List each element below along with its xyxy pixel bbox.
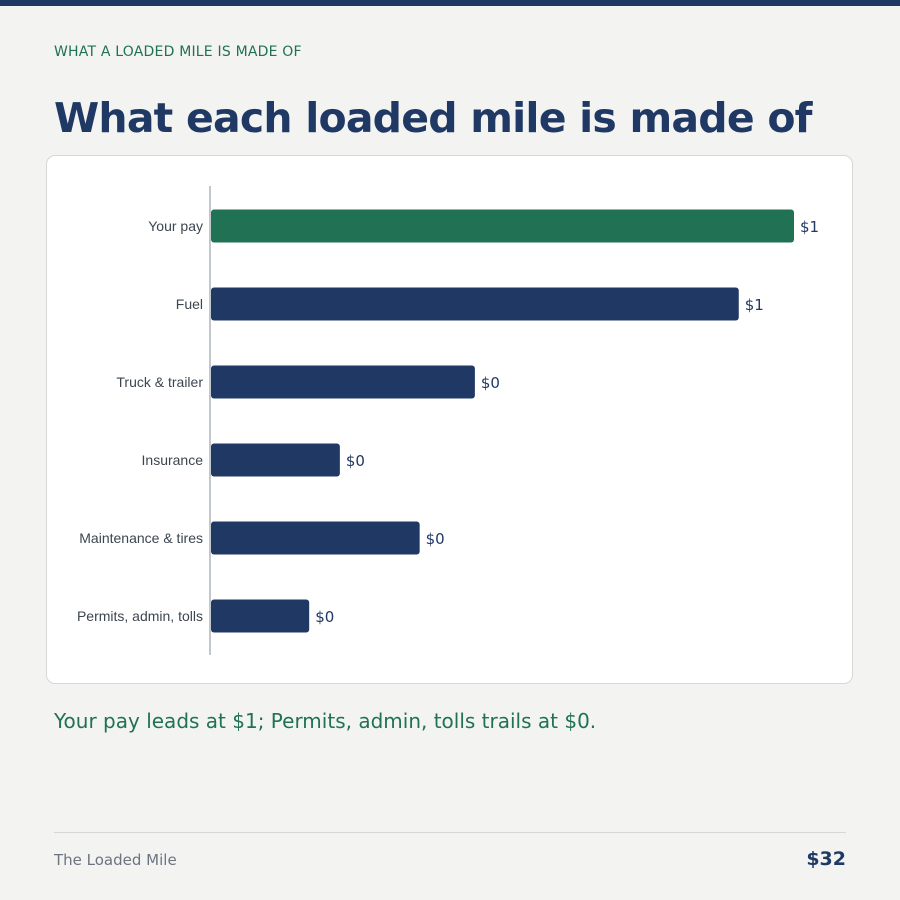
footer-brand: The Loaded Mile bbox=[54, 851, 177, 869]
bar-chart: Your pay $1 Fuel $1 Truck & trailer $0 Insuran… bbox=[77, 186, 819, 655]
takeaway-text: Your pay leads at $1; Permits, admin, to… bbox=[54, 709, 597, 733]
category-label: Your pay bbox=[148, 218, 203, 234]
eyebrow-label: WHAT A LOADED MILE IS MADE OF bbox=[54, 44, 302, 60]
value-label: $0 bbox=[426, 530, 445, 548]
chart-card: Your pay $1 Fuel $1 Truck & trailer $0 Insuran… bbox=[46, 155, 853, 684]
category-label: Truck & trailer bbox=[116, 374, 203, 390]
value-label: $0 bbox=[315, 608, 334, 626]
category-label: Fuel bbox=[176, 296, 203, 312]
page-title: What each loaded mile is made of bbox=[54, 94, 813, 142]
value-label: $0 bbox=[346, 452, 365, 470]
bar bbox=[211, 599, 310, 633]
top-accent-bar bbox=[0, 0, 900, 6]
value-label: $0 bbox=[481, 374, 500, 392]
category-label: Insurance bbox=[142, 452, 204, 468]
bar bbox=[211, 365, 475, 399]
footer-divider bbox=[54, 832, 846, 833]
category-label: Permits, admin, tolls bbox=[77, 608, 203, 624]
footer-value: $32 bbox=[806, 848, 846, 870]
bar bbox=[211, 209, 794, 243]
value-label: $1 bbox=[800, 218, 819, 236]
category-label: Maintenance & tires bbox=[79, 530, 203, 546]
value-label: $1 bbox=[745, 296, 764, 314]
bar bbox=[211, 521, 420, 555]
bar bbox=[211, 443, 340, 477]
bar bbox=[211, 287, 739, 321]
